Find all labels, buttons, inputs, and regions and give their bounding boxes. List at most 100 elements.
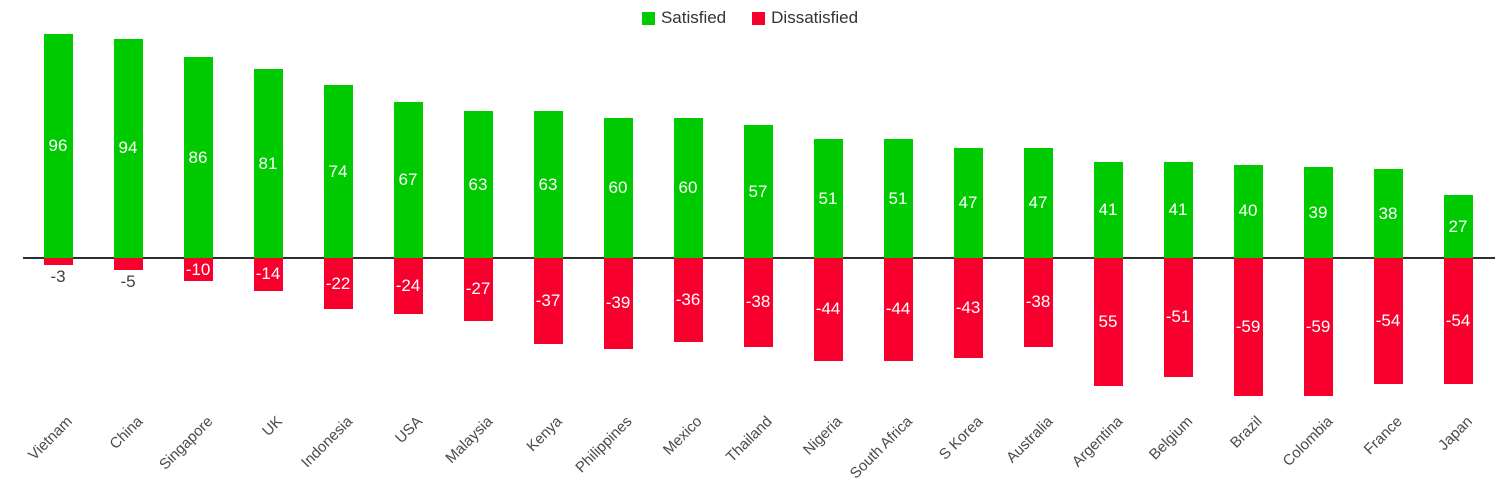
country-label: Philippines [572,413,637,477]
satisfied-bar [1163,162,1193,258]
satisfied-bar [253,69,283,258]
country-label: Malaysia [442,413,497,467]
satisfied-bar [1373,169,1403,258]
country-label: Singapore [155,413,217,474]
dissatisfied-value-label: -54 [1445,310,1471,330]
satisfied-value-label: 39 [1308,202,1328,222]
satisfied-value-label: 51 [818,188,838,208]
country-label: Colombia [1279,413,1337,470]
dissatisfied-bar [1303,258,1333,396]
dissatisfied-value-label: -38 [745,292,771,312]
dissatisfied-value-label: -51 [1165,307,1191,327]
dissatisfied-bar [393,258,423,314]
satisfied-bar [603,118,633,258]
satisfied-value-label: 81 [258,153,278,173]
dissatisfied-value-label: -3 [50,266,66,286]
legend-item-satisfied[interactable]: Satisfied [641,8,727,28]
dissatisfied-bar [43,258,73,265]
legend: Satisfied Dissatisfied [0,8,1500,28]
dissatisfied-bar [183,258,213,282]
country-label: Australia [1002,413,1057,467]
country-label: S Korea [935,413,987,464]
country-label: USA [392,413,427,447]
satisfied-value-label: 94 [118,138,138,158]
satisfied-value-label: 40 [1238,201,1258,221]
country-label: Thailand [723,413,777,466]
dissatisfied-bar [113,258,143,270]
satisfied-value-label: 51 [888,188,908,208]
dissatisfied-value-label: -14 [255,264,281,284]
dissatisfied-value-label: -10 [185,259,211,279]
dissatisfied-value-label: -5 [120,271,136,291]
satisfied-value-label: 27 [1448,216,1468,236]
country-label: Indonesia [297,413,357,472]
dissatisfied-value-label: -59 [1235,316,1261,336]
legend-label-dissatisfied: Dissatisfied [771,8,859,27]
satisfied-bar [463,111,493,258]
satisfied-value-label: 41 [1098,200,1118,220]
satisfied-value-label: 63 [468,174,488,194]
dissatisfied-bar [1163,258,1193,377]
satisfied-bar [1443,195,1473,258]
dissatisfied-bar [463,258,493,321]
dissatisfied-bar [1373,258,1403,384]
legend-label-satisfied: Satisfied [660,8,727,27]
satisfied-value-label: 47 [1028,193,1048,213]
satisfied-value-label: 47 [958,193,978,213]
satisfied-bar [533,111,563,258]
satisfied-value-label: 38 [1378,203,1398,223]
satisfied-bar [113,38,143,258]
dissatisfied-value-label: -27 [465,279,491,299]
satisfied-bar [1233,164,1263,258]
country-label: Mexico [660,413,707,459]
satisfied-bar [43,34,73,258]
dissatisfied-bar [813,258,843,361]
country-label: Japan [1435,413,1477,454]
dissatisfied-value-label: -59 [1305,316,1331,336]
satisfied-bar [393,101,423,258]
country-label: Nigeria [800,413,847,459]
dissatisfied-bar [533,258,563,345]
country-label: China [106,413,147,453]
dissatisfied-bar [883,258,913,361]
dissatisfied-value-label: -54 [1375,310,1401,330]
country-label: Vietnam [25,413,77,464]
satisfied-bar [1303,167,1333,258]
satisfied-swatch-icon [641,11,655,25]
dissatisfied-bar [603,258,633,349]
satisfied-bar [1093,162,1123,258]
country-label: Kenya [523,413,567,456]
dissatisfied-bar [1023,258,1053,347]
country-label: Brazil [1227,413,1267,452]
satisfied-bar [953,148,983,258]
country-label: UK [259,413,287,440]
country-label: Belgium [1145,413,1197,464]
satisfied-value-label: 86 [188,147,208,167]
satisfied-value-label: 41 [1168,200,1188,220]
satisfied-value-label: 63 [538,174,558,194]
dissatisfied-bar [323,258,353,310]
satisfied-bar [673,118,703,258]
dissatisfied-value-label: -37 [535,291,561,311]
dissatisfied-value-label: -44 [885,299,911,319]
dissatisfied-bar [1233,258,1263,396]
country-label: France [1360,413,1407,459]
satisfied-value-label: 96 [48,136,68,155]
legend-item-dissatisfied[interactable]: Dissatisfied [752,8,858,28]
dissatisfied-bar [1443,258,1473,384]
dissatisfied-value-label: -39 [605,293,631,313]
dissatisfied-value-label: -38 [1025,292,1051,312]
dissatisfied-value-label: -43 [955,298,981,318]
satisfied-bar [1023,148,1053,258]
dissatisfied-value-label: -24 [395,275,421,295]
dissatisfied-bar [953,258,983,359]
dissatisfied-value-label: -44 [815,299,841,319]
dissatisfied-bar [743,258,773,347]
satisfied-bar [883,139,913,258]
dissatisfied-swatch-icon [752,11,766,25]
dissatisfied-bar [673,258,703,342]
dissatisfied-bar [1093,258,1123,387]
dissatisfied-bar [253,258,283,291]
